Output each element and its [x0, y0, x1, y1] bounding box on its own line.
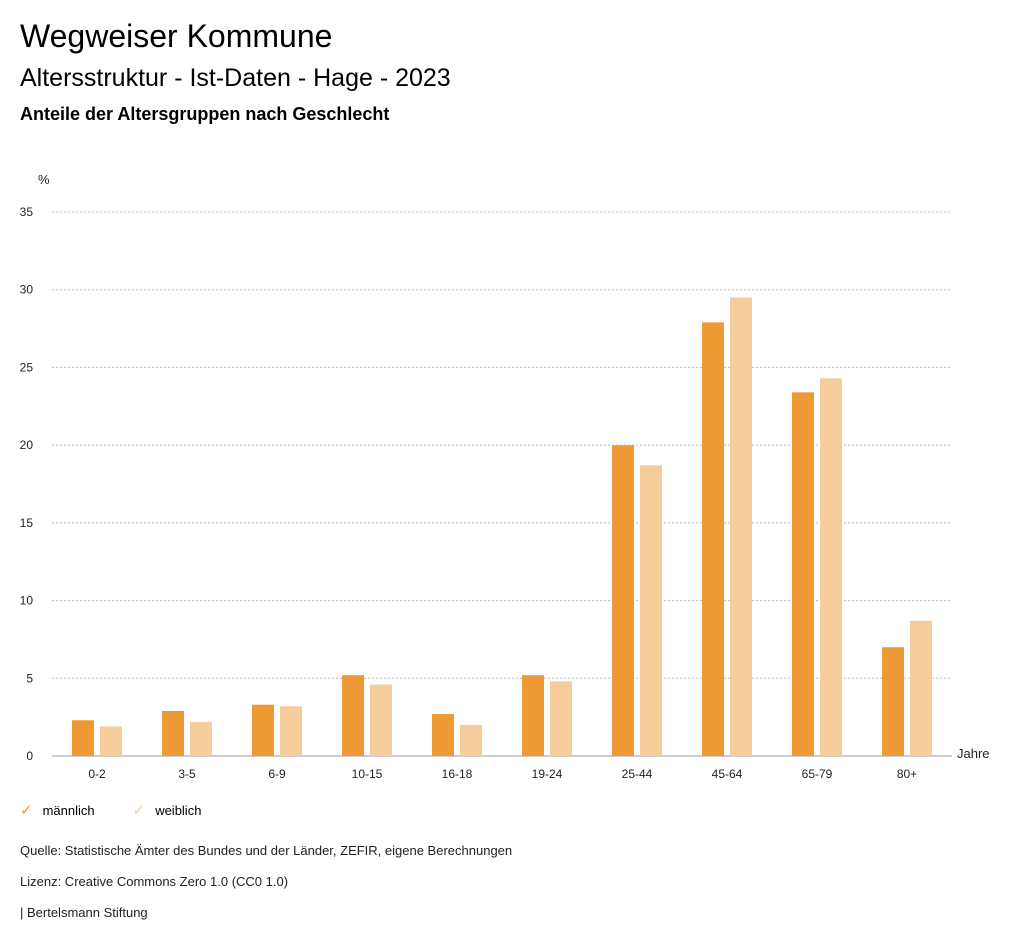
- legend-label-female: weiblich: [155, 803, 202, 818]
- y-tick-label: 30: [20, 283, 34, 297]
- bar-male: [612, 445, 634, 756]
- bar-female: [190, 721, 212, 756]
- x-tick-label: 25-44: [622, 767, 653, 781]
- x-tick-label: 3-5: [178, 767, 196, 781]
- publisher-note: | Bertelsmann Stiftung: [20, 905, 148, 920]
- x-tick-label: 45-64: [712, 767, 743, 781]
- legend-label-male: männlich: [42, 803, 95, 818]
- bar-male: [792, 392, 814, 756]
- license-note: Lizenz: Creative Commons Zero 1.0 (CC0 1…: [20, 874, 289, 889]
- x-tick-label: 16-18: [442, 767, 473, 781]
- bar-female: [910, 620, 932, 756]
- x-tick-label: 10-15: [352, 767, 383, 781]
- chart-description: Anteile der Altersgruppen nach Geschlech…: [20, 104, 390, 124]
- check-icon: ✓: [20, 802, 33, 819]
- bar-female: [730, 297, 752, 756]
- x-tick-label: 65-79: [802, 767, 833, 781]
- legend-item-male[interactable]: ✓ männlich: [20, 803, 95, 818]
- source-note: Quelle: Statistische Ämter des Bundes un…: [20, 843, 513, 858]
- x-axis-label: Jahre: [957, 746, 990, 761]
- y-tick-label: 15: [20, 516, 34, 530]
- y-tick-label: 10: [20, 594, 34, 608]
- bar-female: [640, 465, 662, 756]
- chart-subtitle: Altersstruktur - Ist-Daten - Hage - 2023: [20, 64, 451, 92]
- bar-female: [460, 724, 482, 756]
- bar-female: [820, 378, 842, 756]
- y-tick-label: 35: [20, 205, 34, 219]
- legend: ✓ männlich ✓ weiblich: [20, 803, 201, 818]
- bar-male: [252, 704, 274, 756]
- bar-male: [702, 322, 724, 756]
- bar-female: [550, 681, 572, 756]
- bar-chart: % 0 5 10 15 20 25 30 35 0-2 3-5 6-9 10-15 16-18 19-24 2…: [20, 172, 990, 781]
- bar-male: [522, 675, 544, 756]
- bar-male: [72, 720, 94, 756]
- bar-male: [432, 714, 454, 756]
- x-tick-label: 6-9: [268, 767, 286, 781]
- bar-male: [342, 675, 364, 756]
- bar-male: [882, 647, 904, 756]
- y-tick-label: 5: [26, 671, 33, 685]
- bar-female: [370, 684, 392, 756]
- x-tick-label: 19-24: [532, 767, 563, 781]
- check-icon: ✓: [132, 802, 146, 819]
- bar-male: [162, 710, 184, 756]
- y-tick-label: 0: [26, 749, 33, 763]
- legend-item-female[interactable]: ✓ weiblich: [133, 803, 202, 818]
- bar-female: [280, 706, 302, 756]
- bar-female: [100, 726, 122, 756]
- x-tick-label: 80+: [897, 767, 917, 781]
- y-tick-label: 20: [20, 438, 34, 452]
- y-axis-label: %: [38, 172, 50, 187]
- page-title: Wegweiser Kommune: [20, 18, 333, 54]
- x-tick-label: 0-2: [88, 767, 106, 781]
- y-tick-label: 25: [20, 360, 34, 374]
